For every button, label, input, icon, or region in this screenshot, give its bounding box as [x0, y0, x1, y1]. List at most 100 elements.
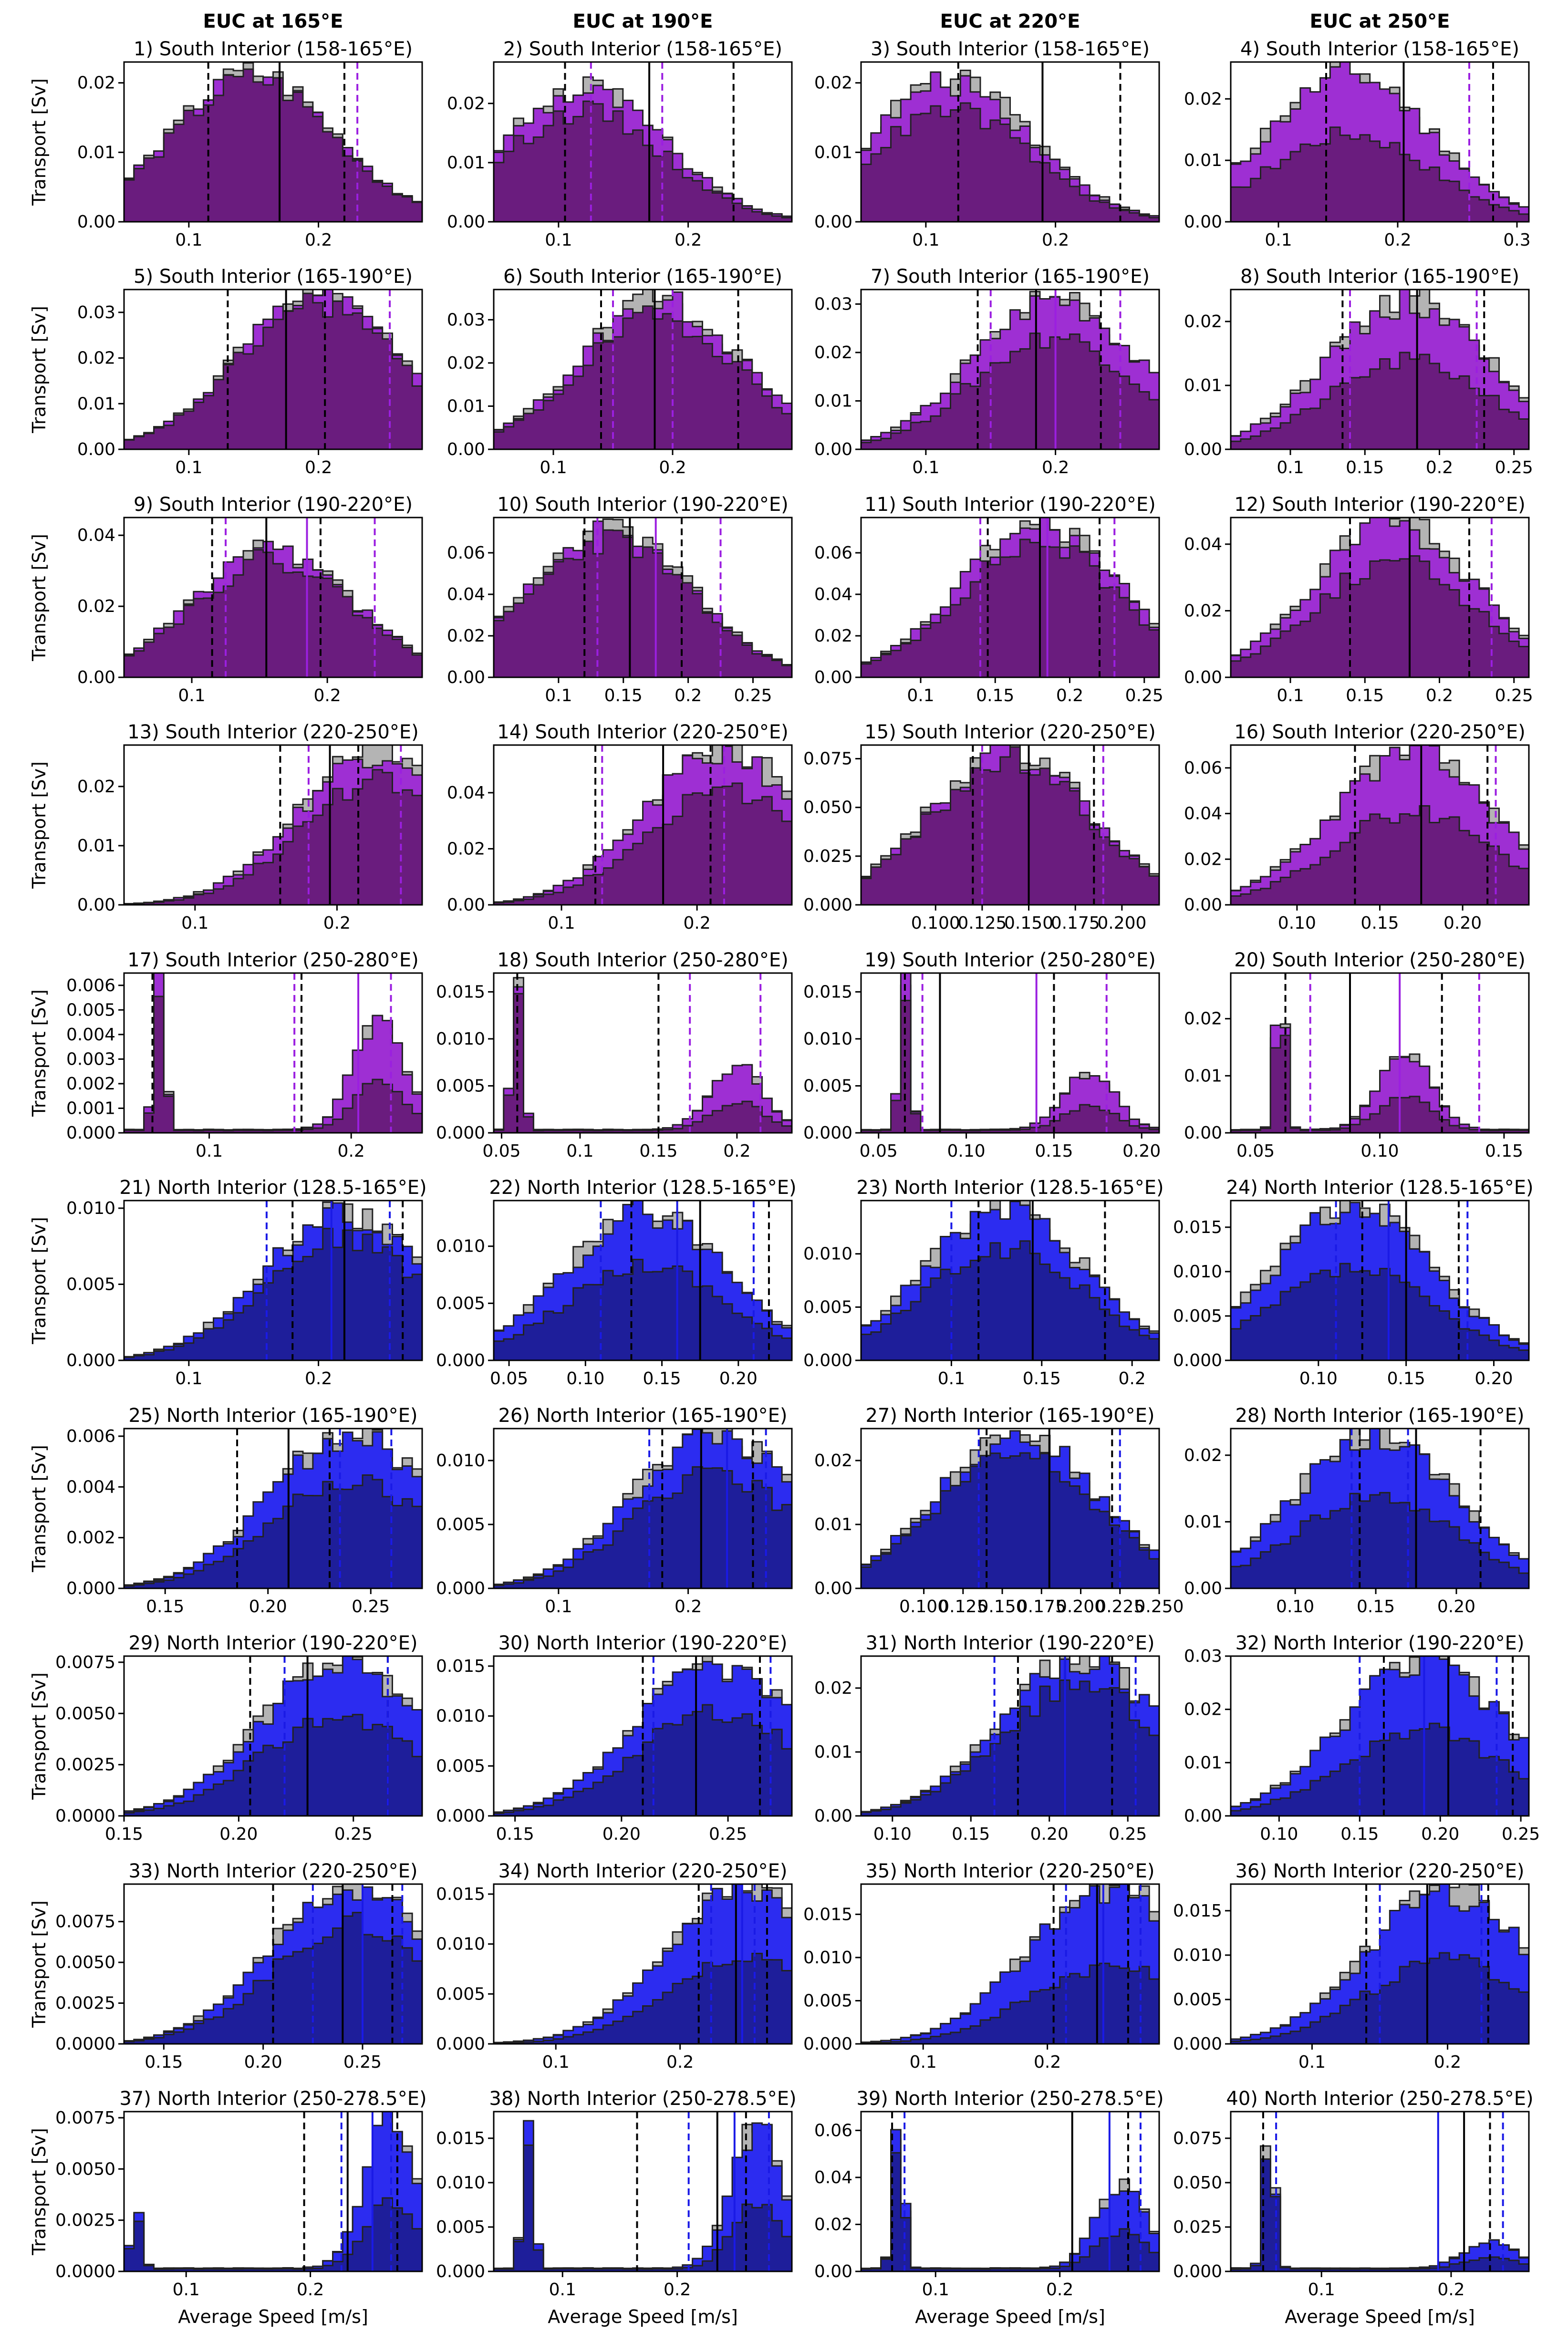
y-tick-label: 0.005 [803, 1076, 852, 1096]
y-tick-label: 0.00 [77, 895, 115, 915]
y-axis-label: Transport [Sv] [29, 1217, 50, 1345]
y-tick-label: 0.01 [77, 143, 115, 162]
panel-16: 0.10 0.15 0.20 0.00 0.02 0.04 0.06 16) South In… [1184, 721, 1530, 933]
y-tick-label: 0.04 [77, 526, 115, 545]
x-tick-label: 0.175 [1017, 1597, 1066, 1617]
axes-frame [123, 1200, 423, 1361]
y-tick-label: 0.015 [803, 982, 852, 1002]
y-tick-label: 0.006 [66, 1427, 115, 1446]
panel-plot-area [494, 1429, 792, 1588]
x-tick-label: 0.125 [938, 1597, 987, 1617]
y-tick-label: 0.005 [436, 1076, 485, 1096]
axes-frame [860, 1428, 1160, 1589]
panel-26: 0.1 0.2 0.000 0.005 0.010 26) North Interior … [436, 1405, 793, 1617]
y-tick-label: 0.00 [814, 668, 852, 687]
y-tick-label: 0.01 [1184, 1066, 1222, 1086]
y-tick-label: 0.010 [436, 1935, 485, 1954]
y-tick-label: 0.03 [1184, 1647, 1222, 1666]
y-tick-label: 0.0025 [55, 2211, 115, 2230]
panel-plot-area [1231, 62, 1529, 222]
y-tick-label: 0.00 [1184, 668, 1222, 687]
y-tick-label: 0.04 [447, 783, 485, 803]
y-tick-label: 0.00 [447, 212, 485, 232]
axes-frame [860, 61, 1160, 223]
hist-overlap [124, 1474, 422, 1588]
axes-frame [1230, 289, 1530, 450]
panel-plot-area [124, 973, 422, 1133]
x-tick-label: 0.2 [1034, 2052, 1061, 2072]
x-tick-label: 0.2 [1119, 1369, 1146, 1389]
y-tick-label: 0.02 [814, 2215, 852, 2234]
panel-title: 38) North Interior (250-278.5°E) [489, 2088, 796, 2110]
y-axis-label: Transport [Sv] [29, 1900, 50, 2028]
axes-frame [1230, 1200, 1530, 1361]
axes-frame [860, 1655, 1160, 1817]
panel-plot-area [494, 1201, 792, 1360]
panel-plot-area [861, 62, 1159, 222]
y-axis-label: Transport [Sv] [29, 1672, 50, 1800]
y-tick-label: 0.01 [77, 836, 115, 856]
axes-frame [123, 972, 423, 1134]
panel-plot-area [1231, 973, 1529, 1133]
y-tick-label: 0.075 [1173, 2129, 1222, 2148]
panel-title: 18) South Interior (250-280°E) [497, 949, 788, 971]
panel-33: 0.15 0.20 0.25 0.0000 0.0025 0.0050 0.0075 33) … [29, 1860, 423, 2072]
y-tick-label: 0.00 [1184, 1806, 1222, 1826]
panel-plot-area [124, 62, 422, 222]
y-tick-label: 0.01 [1184, 376, 1222, 395]
panel-plot-area [861, 290, 1159, 449]
y-tick-label: 0.0025 [55, 1755, 115, 1775]
x-tick-label: 0.2 [305, 458, 332, 477]
x-tick-label: 0.15 [1357, 1597, 1395, 1617]
x-tick-label: 0.10 [1360, 1141, 1399, 1161]
hist-overlap [1231, 2158, 1529, 2271]
hist-overlap [494, 100, 792, 222]
y-tick-label: 0.004 [66, 1477, 115, 1497]
y-tick-label: 0.02 [1184, 1446, 1222, 1465]
x-tick-label: 0.20 [244, 2052, 282, 2072]
x-tick-label: 0.2 [666, 2052, 694, 2072]
panel-1: 0.1 0.2 0.00 0.01 0.02 1) South Interior (158… [29, 38, 423, 250]
y-tick-label: 0.04 [447, 585, 485, 604]
y-tick-label: 0.02 [77, 349, 115, 368]
axes-frame [860, 1883, 1160, 2045]
x-tick-label: 0.1 [1308, 2280, 1335, 2300]
x-tick-label: 0.150 [1004, 913, 1053, 933]
axes-frame [493, 517, 793, 678]
y-tick-label: 0.010 [66, 1199, 115, 1218]
panel-plot-area [861, 2112, 1159, 2271]
y-tick-label: 0.005 [436, 2218, 485, 2237]
x-tick-label: 0.15 [1346, 458, 1384, 477]
y-tick-label: 0.025 [803, 847, 852, 866]
y-tick-label: 0.00 [814, 1806, 852, 1826]
x-tick-label: 0.1 [1277, 458, 1304, 477]
panel-plot-area [861, 1884, 1159, 2044]
y-tick-label: 0.02 [1184, 312, 1222, 332]
y-axis-label: Transport [Sv] [29, 1445, 50, 1573]
panel-8: 0.1 0.15 0.2 0.25 0.00 0.01 0.02 8) South Inter… [1184, 266, 1533, 477]
y-tick-label: 0.010 [436, 1237, 485, 1256]
y-tick-label: 0.000 [436, 1123, 485, 1143]
axes-frame [493, 972, 793, 1134]
panel-plot-area [494, 1656, 792, 1816]
y-tick-label: 0.02 [814, 1451, 852, 1471]
panel-32: 0.10 0.15 0.20 0.25 0.00 0.01 0.02 0.03 32) Nort… [1184, 1632, 1540, 1844]
panel-title: 12) South Interior (190-220°E) [1234, 494, 1525, 516]
x-tick-label: 0.25 [343, 2052, 382, 2072]
panel-title: 3) South Interior (158-165°E) [871, 38, 1150, 60]
panel-title: 30) North Interior (190-220°E) [498, 1632, 787, 1654]
y-tick-label: 0.03 [814, 294, 852, 314]
x-tick-label: 0.25 [1495, 458, 1533, 477]
x-tick-label: 0.2 [297, 2280, 324, 2300]
panel-title: 25) North Interior (165-190°E) [128, 1405, 417, 1427]
hist-overlap [124, 1714, 422, 1816]
x-tick-label: 0.2 [1042, 230, 1069, 250]
axes-frame [493, 1883, 793, 2045]
x-tick-label: 0.2 [659, 458, 686, 477]
x-tick-label: 0.05 [860, 1141, 898, 1161]
panel-plot-area [1231, 290, 1529, 449]
x-tick-label: 0.225 [1095, 1597, 1144, 1617]
